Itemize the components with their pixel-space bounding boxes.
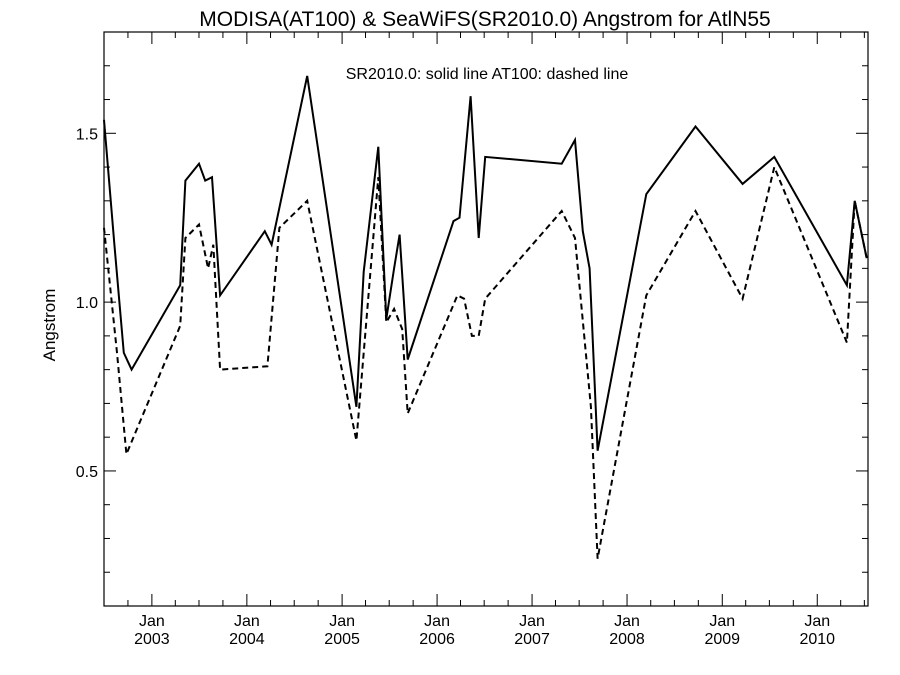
- x-tick-label-month: Jan: [329, 613, 355, 630]
- y-axis-label: Angstrom: [40, 289, 59, 362]
- x-tick-label-year: 2004: [229, 631, 265, 648]
- x-tick-label-year: 2005: [324, 631, 360, 648]
- x-tick-label-month: Jan: [519, 613, 545, 630]
- series-layer: [103, 75, 868, 559]
- line-style-annotation: SR2010.0: solid line AT100: dashed line: [346, 66, 629, 83]
- y-tick-label: 0.5: [76, 464, 98, 481]
- y-axis-ticks: 0.5 1.0 1.5: [76, 31, 868, 607]
- x-tick-label-month: Jan: [614, 613, 640, 630]
- x-axis-ticks: Jan2003Jan2004Jan2005Jan2006Jan2007Jan20…: [103, 32, 865, 648]
- x-tick-label-month: Jan: [424, 613, 450, 630]
- x-tick-label-year: 2009: [704, 631, 740, 648]
- plot-frame: [103, 31, 869, 607]
- series-line-at100: [103, 163, 868, 559]
- y-tick-label: 1.5: [76, 126, 98, 143]
- x-tick-label-month: Jan: [709, 613, 735, 630]
- x-tick-label-month: Jan: [234, 613, 260, 630]
- x-tick-label-year: 2008: [609, 631, 645, 648]
- y-tick-label: 1.0: [76, 295, 98, 312]
- x-tick-label-year: 2006: [419, 631, 455, 648]
- x-tick-label-year: 2007: [514, 631, 550, 648]
- x-tick-label-month: Jan: [139, 613, 165, 630]
- series-line-sr2010-0: [103, 75, 868, 451]
- x-tick-label-year: 2003: [134, 631, 170, 648]
- x-tick-label-month: Jan: [804, 613, 830, 630]
- chart-title: MODISA(AT100) & SeaWiFS(SR2010.0) Angstr…: [199, 8, 770, 31]
- x-tick-label-year: 2010: [799, 631, 835, 648]
